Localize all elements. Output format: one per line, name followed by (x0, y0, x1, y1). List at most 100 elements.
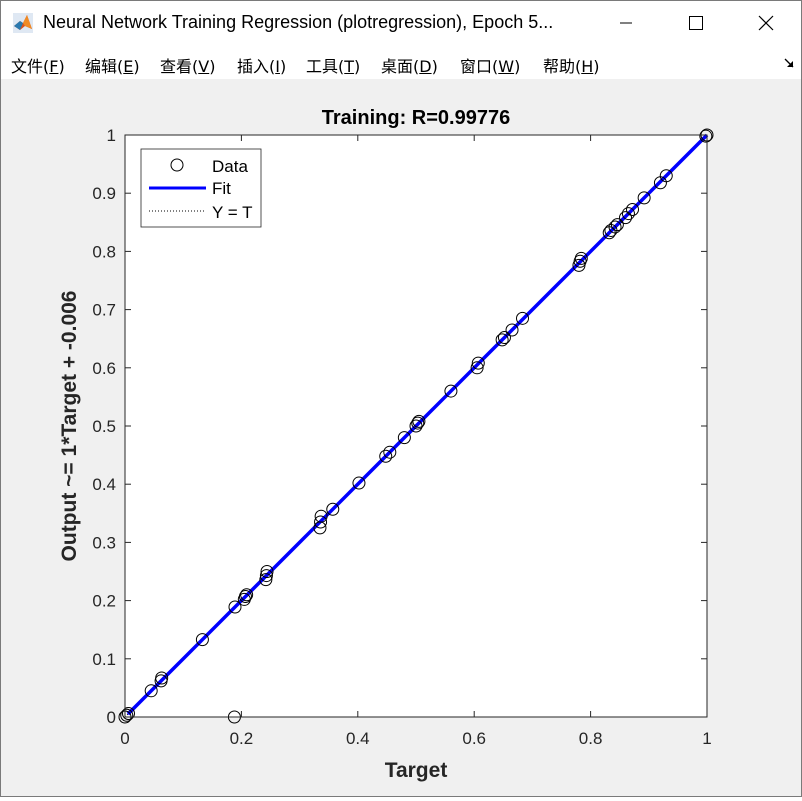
data-point (144, 684, 158, 698)
x-tick-label: 0 (120, 729, 129, 748)
y-tick-label: 0.1 (92, 650, 116, 669)
menu-insert-key: I (275, 57, 280, 76)
y-axis-label: Output ~= 1*Target + -0.006 (58, 291, 81, 562)
close-icon (758, 15, 774, 31)
data-point (240, 588, 254, 602)
data-point (228, 600, 242, 614)
menu-desktop[interactable]: 桌面(D) (381, 53, 438, 77)
menu-file-label: 文件( (11, 57, 50, 76)
menu-desktop-label: 桌面( (381, 57, 420, 76)
y-tick-label: 0 (107, 708, 116, 727)
x-axis-label: Target (385, 759, 448, 782)
menu-window-label: 窗口( (460, 57, 499, 76)
legend-data-label: Data (212, 157, 248, 176)
x-tick-label: 0.6 (462, 729, 486, 748)
data-point (619, 211, 633, 225)
dock-arrow-icon[interactable] (783, 57, 795, 69)
menu-view-label: 查看( (160, 57, 199, 76)
data-point (574, 251, 588, 265)
data-point (383, 445, 397, 459)
menu-tools-tail: ) (354, 57, 361, 76)
minimize-icon (620, 22, 632, 24)
menu-file-tail: ) (58, 57, 65, 76)
menu-window-key: W (498, 57, 515, 76)
y-tick-label: 0.3 (92, 533, 116, 552)
menu-help[interactable]: 帮助(H) (543, 53, 600, 77)
y-tick-label: 0.5 (92, 417, 116, 436)
y-tick-label: 0.4 (92, 475, 116, 494)
menu-file-key: F (49, 57, 59, 76)
menu-desktop-tail: ) (431, 57, 438, 76)
menu-file[interactable]: 文件(F) (11, 53, 65, 77)
data-point (195, 633, 209, 647)
menu-window-tail: ) (514, 57, 521, 76)
data-point (470, 361, 484, 375)
menu-edit[interactable]: 编辑(E) (85, 53, 140, 77)
data-point (495, 333, 509, 347)
x-tick-label: 0.4 (346, 729, 370, 748)
data-point (397, 431, 411, 445)
data-point (259, 573, 273, 587)
data-point (444, 384, 458, 398)
legend[interactable]: Data Fit Y = T (140, 148, 262, 228)
menu-insert-tail: ) (279, 57, 287, 76)
data-point (516, 311, 530, 325)
data-point (326, 502, 340, 516)
data-point (621, 207, 635, 221)
x-tick-label: 0.8 (579, 729, 603, 748)
data-point (260, 565, 274, 578)
menu-tools-label: 工具( (306, 57, 345, 76)
data-point (155, 671, 169, 685)
y-tick-label: 0.9 (92, 184, 116, 203)
menu-help-label: 帮助( (543, 57, 582, 76)
maximize-button[interactable] (673, 1, 719, 45)
y-tick-label: 0.6 (92, 359, 116, 378)
y-tick-label: 0.8 (92, 242, 116, 261)
menu-insert[interactable]: 插入(I) (237, 53, 286, 77)
maximize-icon (689, 16, 703, 30)
data-point (608, 220, 622, 234)
data-point (259, 569, 273, 583)
menu-view-key: V (198, 57, 210, 76)
menu-bar: 文件(F) 编辑(E) 查看(V) 插入(I) 工具(T) 桌面(D) 窗口(W… (1, 45, 801, 79)
regression-plot[interactable]: 0 0.2 0.4 0.6 0.8 1 0 0.1 0.2 0.3 0.4 0.5 0.6 0.7 0.8 0… (1, 79, 801, 796)
close-button[interactable] (743, 1, 789, 45)
data-point (120, 708, 134, 722)
menu-edit-key: E (123, 57, 134, 76)
y-tick-label: 0.2 (92, 592, 116, 611)
data-point (659, 169, 673, 183)
data-point (637, 191, 651, 205)
menu-view-tail: ) (209, 57, 216, 76)
chart-title: Training: R=0.99776 (322, 107, 510, 129)
data-point (238, 590, 252, 604)
y-tick-label: 0.7 (92, 301, 116, 320)
data-point (699, 129, 713, 143)
title-bar[interactable]: Neural Network Training Regression (plot… (1, 1, 801, 45)
menu-edit-tail: ) (133, 57, 140, 76)
data-point (352, 476, 366, 490)
data-point (505, 323, 519, 337)
legend-yt-label: Y = T (212, 203, 252, 222)
menu-help-key: H (581, 57, 594, 76)
menu-view[interactable]: 查看(V) (160, 53, 215, 77)
menu-edit-label: 编辑( (85, 57, 124, 76)
matlab-logo-icon (13, 13, 33, 33)
data-point (314, 509, 328, 523)
menu-window[interactable]: 窗口(W) (460, 53, 520, 77)
menu-tools[interactable]: 工具(T) (306, 53, 360, 77)
legend-fit-label: Fit (212, 179, 231, 198)
minimize-button[interactable] (603, 1, 649, 45)
menu-insert-label: 插入( (237, 57, 276, 76)
data-point (497, 331, 511, 345)
figure-area: 0 0.2 0.4 0.6 0.8 1 0 0.1 0.2 0.3 0.4 0.5 0.6 0.7 0.8 0… (1, 79, 801, 796)
data-point (379, 449, 393, 463)
data-point (412, 414, 426, 428)
data-point (314, 515, 328, 529)
data-point (471, 356, 485, 370)
x-tick-label: 1 (702, 729, 711, 748)
window-title: Neural Network Training Regression (plot… (43, 12, 554, 32)
data-point (121, 707, 135, 721)
data-point (411, 416, 425, 430)
menu-tools-key: T (344, 57, 355, 76)
